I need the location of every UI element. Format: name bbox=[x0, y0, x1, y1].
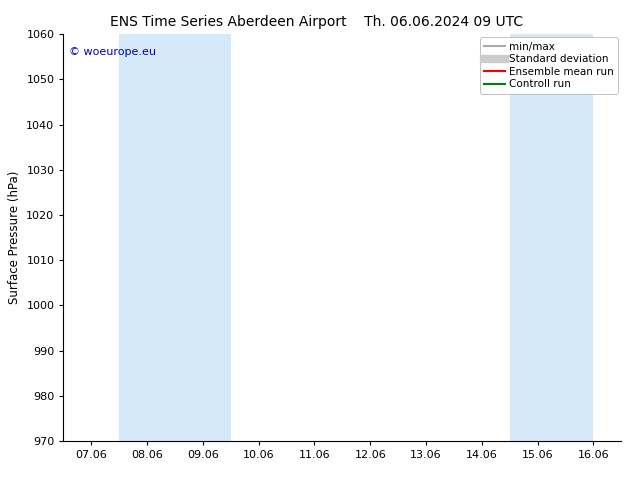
Legend: min/max, Standard deviation, Ensemble mean run, Controll run: min/max, Standard deviation, Ensemble me… bbox=[480, 37, 618, 94]
Bar bbox=[175, 34, 231, 441]
Y-axis label: Surface Pressure (hPa): Surface Pressure (hPa) bbox=[8, 171, 21, 304]
Bar bbox=[510, 34, 566, 441]
Text: ENS Time Series Aberdeen Airport    Th. 06.06.2024 09 UTC: ENS Time Series Aberdeen Airport Th. 06.… bbox=[110, 15, 524, 29]
Bar bbox=[566, 34, 593, 441]
Text: © woeurope.eu: © woeurope.eu bbox=[69, 47, 156, 56]
Bar bbox=[119, 34, 175, 441]
